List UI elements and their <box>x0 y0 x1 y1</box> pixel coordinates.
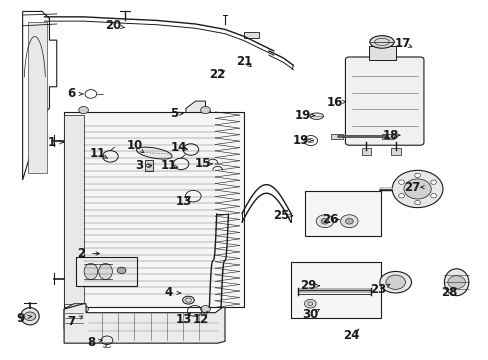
FancyBboxPatch shape <box>345 57 423 145</box>
Bar <box>244 32 259 39</box>
Circle shape <box>391 170 442 208</box>
Circle shape <box>79 306 88 313</box>
Text: 26: 26 <box>321 213 337 226</box>
Text: 8: 8 <box>86 336 95 348</box>
Text: 9: 9 <box>16 311 24 325</box>
Text: 19: 19 <box>294 109 310 122</box>
Text: 30: 30 <box>302 308 318 321</box>
Text: 4: 4 <box>164 287 173 300</box>
Text: 14: 14 <box>170 141 186 154</box>
Ellipse shape <box>379 271 411 293</box>
Circle shape <box>24 312 36 320</box>
Text: 20: 20 <box>104 19 121 32</box>
Circle shape <box>447 276 465 289</box>
Polygon shape <box>64 304 83 329</box>
Text: 1: 1 <box>48 136 56 149</box>
Circle shape <box>321 219 328 224</box>
Circle shape <box>200 107 210 114</box>
Bar <box>390 148 400 155</box>
Text: 3: 3 <box>135 159 143 172</box>
Text: 7: 7 <box>67 315 75 328</box>
Text: 16: 16 <box>326 96 342 109</box>
Circle shape <box>340 215 357 228</box>
Bar <box>188 114 198 119</box>
Circle shape <box>398 194 404 198</box>
Text: 13: 13 <box>175 195 191 208</box>
Text: 25: 25 <box>272 210 289 222</box>
Text: 18: 18 <box>382 129 398 142</box>
Text: 12: 12 <box>192 313 208 327</box>
Text: 11: 11 <box>90 147 106 159</box>
Text: 23: 23 <box>370 283 386 296</box>
Circle shape <box>79 107 88 114</box>
Bar <box>76 257 137 286</box>
Circle shape <box>385 275 405 289</box>
Circle shape <box>430 194 436 198</box>
Ellipse shape <box>99 264 112 279</box>
Bar <box>368 45 395 60</box>
Ellipse shape <box>20 308 39 325</box>
Text: 29: 29 <box>299 279 315 292</box>
Circle shape <box>316 215 333 228</box>
Ellipse shape <box>136 147 172 159</box>
Text: 15: 15 <box>194 157 211 170</box>
Circle shape <box>414 173 420 177</box>
Bar <box>361 148 370 155</box>
Text: 19: 19 <box>292 134 308 147</box>
Circle shape <box>345 219 352 224</box>
Text: 6: 6 <box>67 87 75 100</box>
Text: 22: 22 <box>209 68 225 81</box>
Bar <box>290 262 380 318</box>
Circle shape <box>414 201 420 205</box>
Text: 11: 11 <box>161 159 177 172</box>
Polygon shape <box>27 22 47 173</box>
Circle shape <box>117 267 126 274</box>
Circle shape <box>403 179 430 199</box>
Circle shape <box>200 306 210 313</box>
Ellipse shape <box>84 264 98 279</box>
Text: 2: 2 <box>77 247 85 260</box>
Ellipse shape <box>182 296 194 304</box>
Polygon shape <box>64 304 224 343</box>
Ellipse shape <box>444 269 468 296</box>
Text: 28: 28 <box>440 287 457 300</box>
Bar <box>330 134 342 139</box>
Bar <box>144 160 153 171</box>
Text: 10: 10 <box>126 139 142 152</box>
Text: 24: 24 <box>343 329 359 342</box>
Circle shape <box>304 300 316 308</box>
Ellipse shape <box>369 36 393 48</box>
Bar <box>64 116 83 304</box>
Circle shape <box>398 180 404 184</box>
Text: 5: 5 <box>169 107 178 120</box>
Bar <box>64 112 244 307</box>
Text: 17: 17 <box>394 37 410 50</box>
Text: 21: 21 <box>236 55 252 68</box>
Bar <box>305 191 380 235</box>
Polygon shape <box>185 101 215 130</box>
Polygon shape <box>22 12 57 180</box>
Ellipse shape <box>309 113 323 120</box>
Bar <box>382 134 393 139</box>
Text: 27: 27 <box>404 181 420 194</box>
Circle shape <box>430 180 436 184</box>
Text: 13: 13 <box>175 313 191 327</box>
